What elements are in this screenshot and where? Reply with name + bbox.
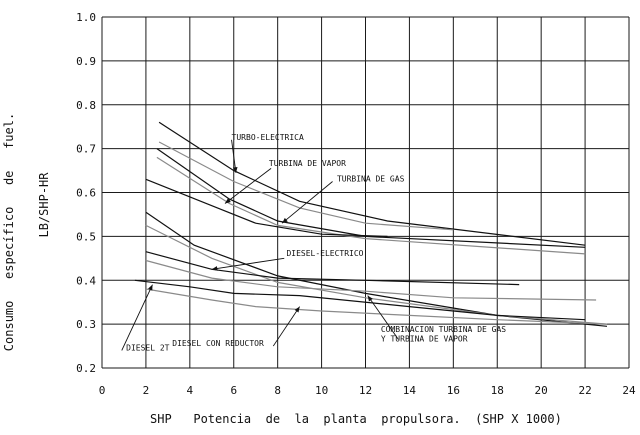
x-tick-label: 12 [359, 384, 372, 397]
x-tick-label: 0 [99, 384, 106, 397]
annotation-label: TURBO-ELECTRICA [232, 133, 304, 142]
y-tick-label: 0.6 [76, 187, 96, 200]
series-line [145, 178, 388, 237]
annotation-leader-line [231, 139, 237, 173]
annotation-label: TURBINA DE GAS [337, 175, 405, 184]
y-tick-label: 0.9 [76, 55, 96, 68]
annotation-leader-line [272, 306, 300, 347]
y-tick-labels: 0.2 0.3 0.4 0.5 0.6 0.7 0.8 0.9 1.0 [76, 11, 96, 375]
x-tick-label: 8 [274, 384, 281, 397]
series-line [158, 141, 454, 231]
series-line [145, 288, 608, 325]
y-tick-label: 0.3 [76, 318, 96, 331]
x-tick-label: 2 [143, 384, 150, 397]
series-line [145, 224, 608, 325]
annotation-arrowhead [211, 266, 218, 271]
y-tick-label: 0.2 [76, 362, 96, 375]
annotation-label: COMBINACION TURBINA DE GAS [381, 325, 506, 334]
y-axis-label-units: LB/SHP-HR [37, 172, 51, 238]
annotation-arrowhead [367, 295, 373, 302]
annotation-leader-line [224, 168, 272, 204]
series-line [158, 121, 586, 246]
x-tick-labels: 0 2 4 6 8 10 12 14 16 18 20 22 24 [99, 384, 636, 397]
x-axis-label: SHP Potencia de la planta propulsora. (S… [150, 412, 562, 426]
y-tick-label: 0.5 [76, 230, 96, 243]
annotation-arrowhead [232, 166, 238, 173]
series-line [156, 156, 586, 255]
x-tick-label: 14 [403, 384, 417, 397]
y-tick-label: 1.0 [76, 11, 96, 24]
series-line [145, 259, 597, 301]
annotation-leader-line [367, 295, 399, 340]
x-tick-label: 24 [622, 384, 636, 397]
chart-annotations: TURBO-ELECTRICA TURBINA DE VAPOR TURBINA D… [121, 133, 506, 352]
annotation-label: DIESEL CON REDUCTOR [172, 339, 264, 348]
chart-grid [101, 16, 630, 369]
chart-series [134, 121, 608, 327]
annotation-leader-line [211, 257, 285, 270]
y-tick-label: 0.8 [76, 99, 96, 112]
x-tick-label: 10 [315, 384, 328, 397]
annotation-label: Y TURBINA DE VAPOR [381, 335, 468, 344]
x-tick-label: 4 [187, 384, 194, 397]
annotation-leader-line [281, 181, 333, 224]
annotation-arrowhead [224, 198, 231, 204]
y-tick-label: 0.4 [76, 274, 96, 287]
annotation-label: TURBINA DE VAPOR [269, 159, 346, 168]
x-tick-label: 16 [447, 384, 460, 397]
x-tick-label: 20 [535, 384, 548, 397]
x-tick-label: 18 [491, 384, 504, 397]
annotation-label: DIESEL 2T [126, 343, 170, 352]
annotation-arrowhead [282, 217, 288, 224]
y-tick-label: 0.7 [76, 143, 96, 156]
x-tick-label: 22 [578, 384, 591, 397]
x-tick-label: 6 [230, 384, 237, 397]
annotation-arrowhead [148, 284, 153, 291]
annotation-arrowhead [294, 306, 300, 313]
series-line [145, 251, 520, 286]
annotation-label: DIESEL-ELECTRICO [286, 249, 363, 258]
annotation-leader-line [121, 284, 153, 351]
series-line [156, 148, 586, 248]
y-axis-label-primary: Consumo específico de fuel. [2, 113, 16, 351]
series-line [134, 279, 586, 321]
